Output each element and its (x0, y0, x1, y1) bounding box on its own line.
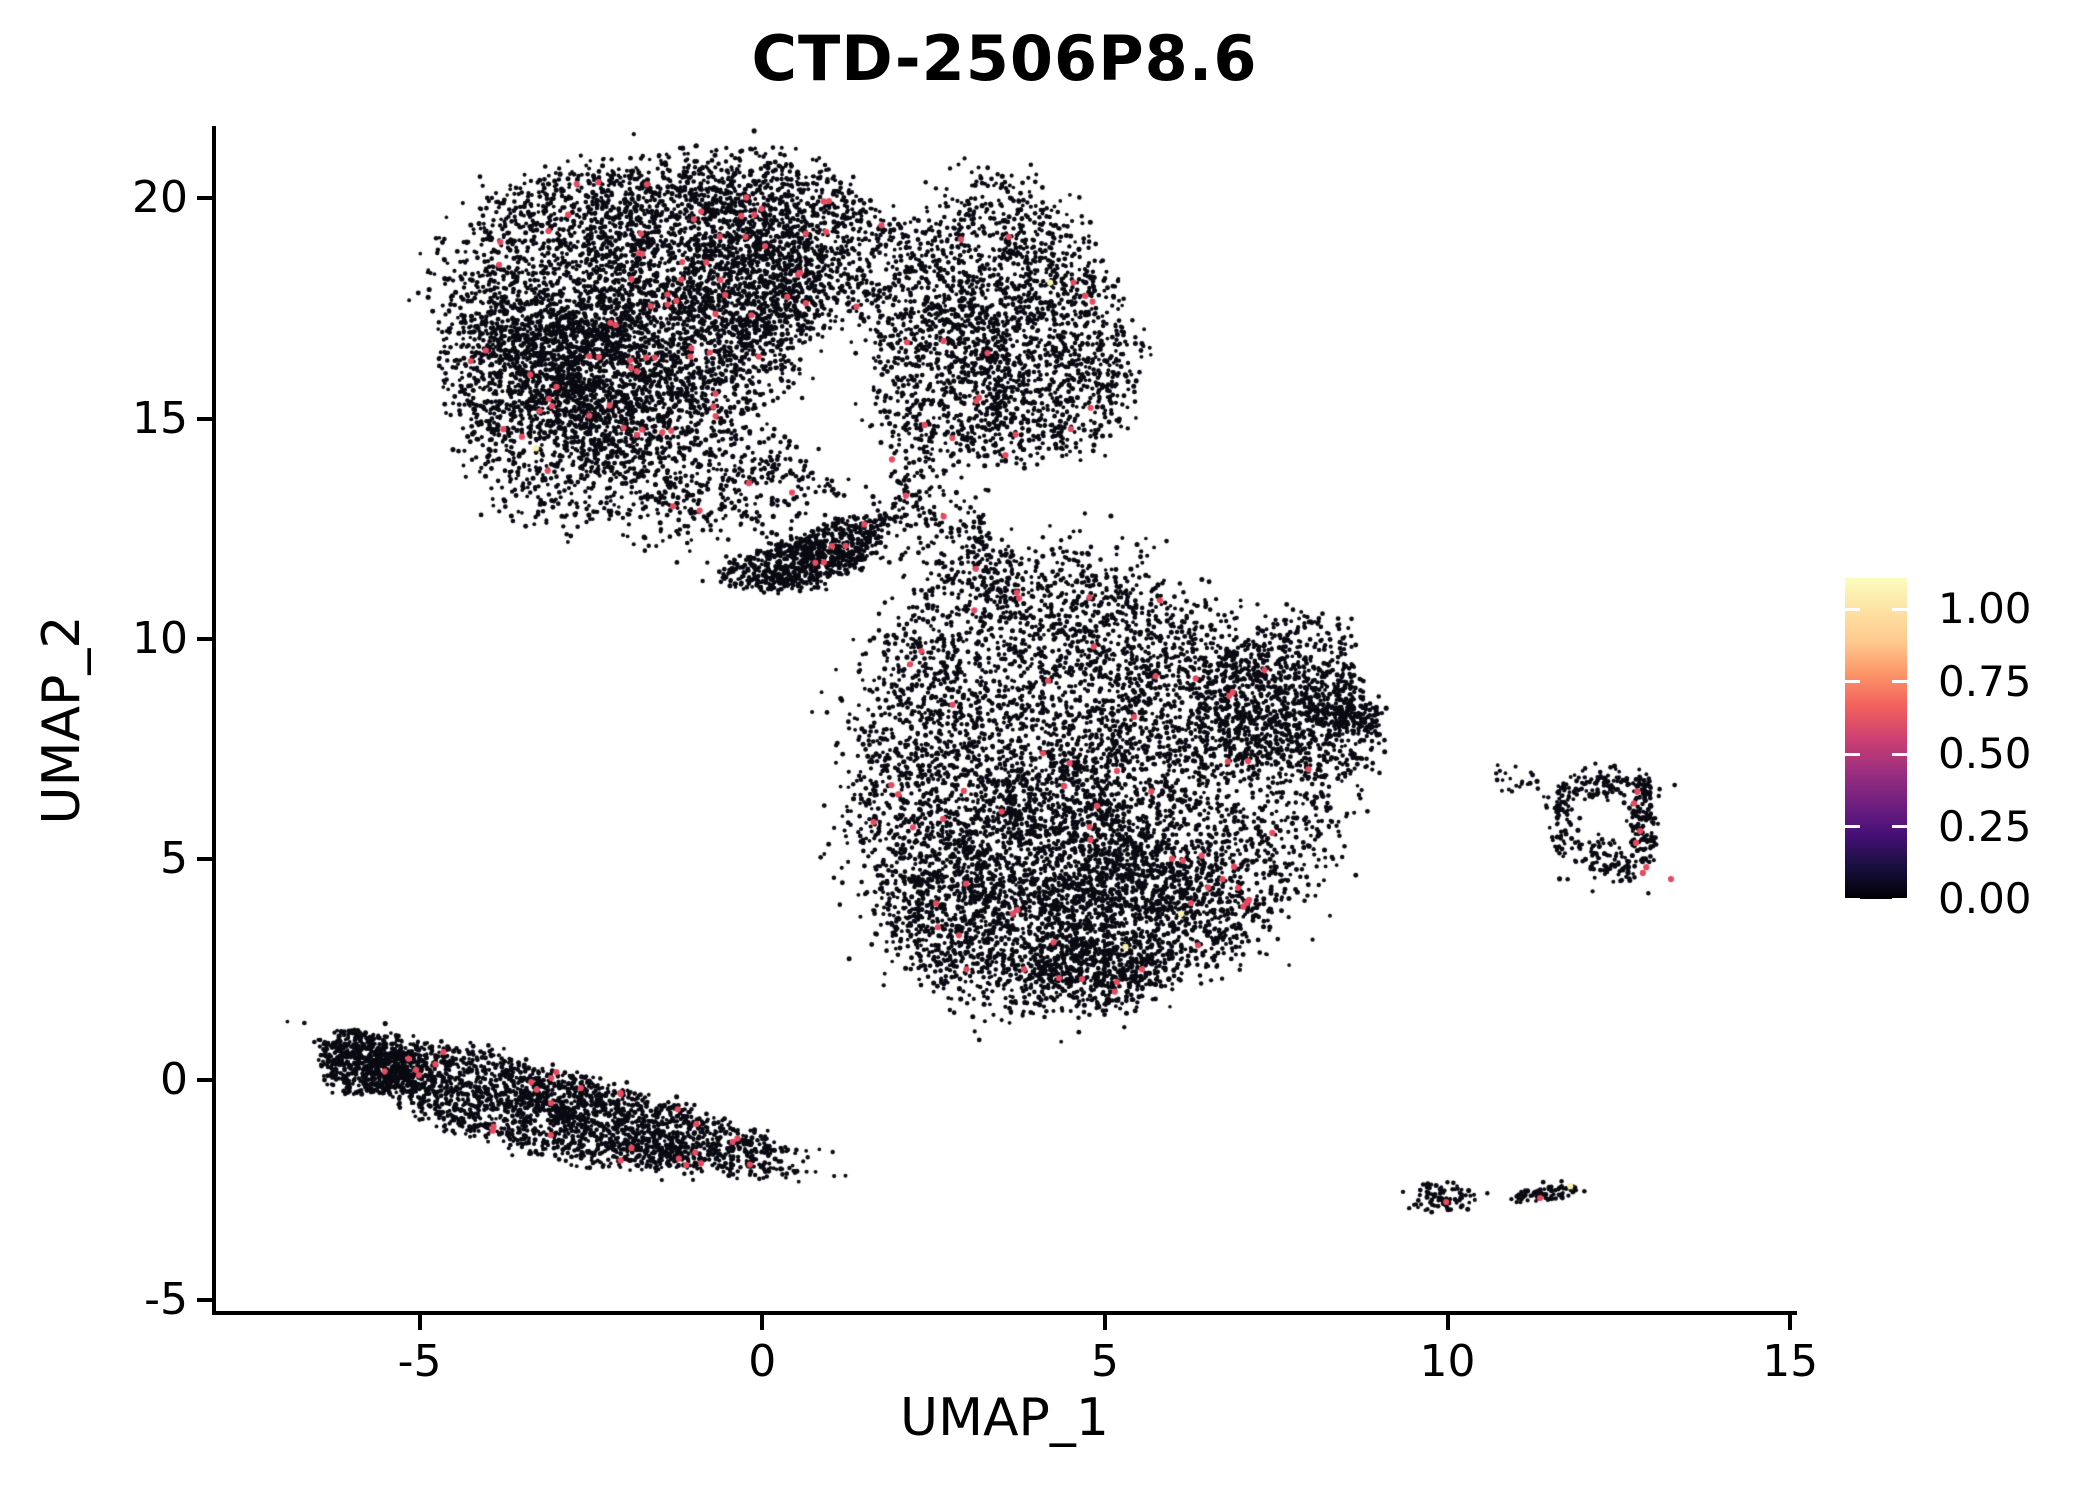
colorbar-tick-label: 0.75 (1938, 656, 2032, 706)
x-tick-label: 15 (1762, 1336, 1819, 1387)
y-tick-mark (197, 416, 212, 421)
colorbar-tick-mark (1845, 680, 1860, 684)
y-tick-mark (197, 196, 212, 201)
y-tick-label: 15 (132, 392, 188, 444)
x-tick-mark (1102, 1315, 1107, 1330)
y-tick-label: 10 (132, 613, 188, 664)
colorbar-tick-label: 0.00 (1938, 874, 2032, 923)
x-tick-mark (417, 1315, 422, 1330)
y-tick-mark (197, 1297, 212, 1302)
colorbar-tick-mark (1892, 897, 1907, 901)
x-axis-title: UMAP_1 (900, 1388, 1109, 1448)
y-tick-mark (197, 857, 212, 862)
y-tick-mark (197, 1077, 212, 1082)
colorbar-tick-mark (1845, 752, 1860, 756)
colorbar-tick-label: 0.25 (1938, 801, 2032, 851)
colorbar-gradient (1845, 578, 1907, 899)
x-tick-label: -5 (397, 1336, 442, 1387)
y-tick-label: 0 (160, 1053, 188, 1105)
plot-title: CTD-2506P8.6 (751, 22, 1258, 95)
colorbar-tick-mark (1845, 607, 1860, 611)
colorbar-tick-mark (1892, 752, 1907, 756)
colorbar-tick-mark (1845, 897, 1860, 901)
x-tick-mark (1445, 1315, 1450, 1330)
y-axis-line (212, 126, 216, 1315)
y-tick-label: -5 (144, 1273, 188, 1325)
colorbar-tick-label: 0.50 (1938, 729, 2032, 779)
colorbar-tick-mark (1845, 825, 1860, 829)
x-tick-label: 0 (748, 1336, 777, 1387)
colorbar-tick-mark (1892, 825, 1907, 829)
y-tick-mark (197, 637, 212, 641)
x-tick-mark (1788, 1315, 1793, 1330)
x-tick-label: 5 (1090, 1336, 1119, 1387)
y-tick-label: 20 (132, 172, 188, 224)
colorbar-tick-label: 1.00 (1938, 584, 2032, 634)
x-tick-mark (760, 1315, 765, 1330)
colorbar-tick-mark (1892, 680, 1907, 684)
y-tick-label: 5 (160, 833, 188, 885)
x-tick-label: 10 (1419, 1336, 1476, 1387)
colorbar-tick-mark (1892, 607, 1907, 611)
x-axis-line (212, 1311, 1797, 1315)
